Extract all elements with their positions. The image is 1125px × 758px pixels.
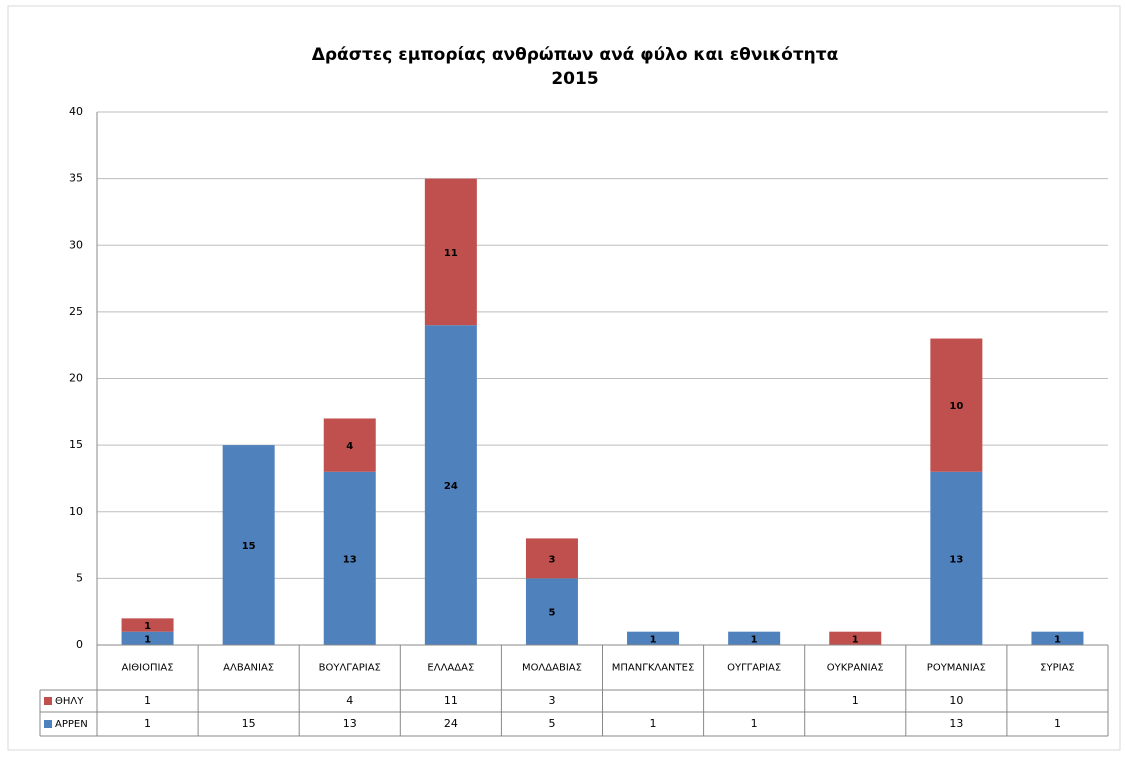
x-tick-label: ΒΟΥΛΓΑΡΙΑΣ (319, 663, 381, 674)
x-tick-label: ΕΛΛΑΔΑΣ (427, 663, 474, 674)
bar-segment (121, 618, 174, 632)
data-label: 1 (144, 621, 151, 632)
table-cell: 15 (242, 717, 256, 730)
data-label: 24 (444, 481, 458, 492)
y-tick-label: 5 (76, 571, 83, 584)
table-cell: 1 (1054, 717, 1061, 730)
bar-segment (323, 418, 376, 472)
legend-key (44, 697, 52, 705)
bar-segment (525, 578, 578, 645)
table-cell: 1 (144, 717, 151, 730)
table-cell: 10 (949, 694, 963, 707)
bar-segment (323, 471, 376, 645)
y-tick-label: 30 (69, 238, 83, 251)
table-cell: 1 (751, 717, 758, 730)
table-cell: 1 (852, 694, 859, 707)
legend-label: ΘΗΛΥ (55, 696, 84, 707)
data-label: 1 (1054, 634, 1061, 645)
y-tick-label: 15 (69, 438, 83, 451)
bar-segment (930, 338, 983, 472)
table-cell: 13 (949, 717, 963, 730)
bar-segment (930, 471, 983, 645)
data-label: 15 (242, 541, 256, 552)
y-tick-label: 35 (69, 172, 83, 185)
bar-segment (222, 445, 275, 645)
bar-segment (627, 631, 680, 645)
x-tick-label: ΜΟΛΔΑΒΙΑΣ (522, 663, 582, 674)
table-cell: 4 (346, 694, 353, 707)
data-label: 1 (751, 634, 758, 645)
table-cell: 3 (548, 694, 555, 707)
bar-segment (728, 631, 781, 645)
table-cell: 11 (444, 694, 458, 707)
bar-segment (525, 538, 578, 579)
bar-segment (1031, 631, 1084, 645)
x-tick-label: ΑΛΒΑΝΙΑΣ (223, 663, 274, 674)
bar-segment (424, 325, 477, 645)
y-tick-label: 0 (76, 638, 83, 651)
table-cell: 13 (343, 717, 357, 730)
legend-label: ΑΡΡΕΝ (55, 719, 88, 730)
table-cell: 24 (444, 717, 458, 730)
x-tick-label: ΑΙΘΙΟΠΙΑΣ (121, 663, 173, 674)
data-label: 1 (144, 634, 151, 645)
data-label: 4 (346, 441, 353, 452)
data-label: 3 (548, 554, 555, 565)
y-tick-label: 25 (69, 305, 83, 318)
x-tick-label: ΣΥΡΙΑΣ (1040, 663, 1075, 674)
legend-key (44, 720, 52, 728)
x-tick-label: ΟΥΓΓΑΡΙΑΣ (727, 663, 781, 674)
x-tick-label: ΟΥΚΡΑΝΙΑΣ (827, 663, 884, 674)
x-tick-label: ΡΟΥΜΑΝΙΑΣ (927, 663, 986, 674)
bar-segment (121, 631, 174, 645)
table-cell: 1 (144, 694, 151, 707)
y-tick-label: 40 (69, 105, 83, 118)
data-label: 13 (343, 554, 357, 565)
data-label: 5 (548, 608, 555, 619)
data-label: 11 (444, 248, 458, 259)
data-label: 13 (949, 554, 963, 565)
bar-segment (829, 631, 882, 645)
y-tick-label: 20 (69, 372, 83, 385)
table-cell: 1 (650, 717, 657, 730)
bar-segment (424, 178, 477, 326)
data-label: 10 (949, 401, 963, 412)
x-tick-label: ΜΠΑΝΓΚΛΑΝΤΕΣ (612, 663, 695, 674)
table-cell: 5 (548, 717, 555, 730)
chart-subtitle: 2015 (551, 69, 598, 89)
data-label: 1 (650, 634, 657, 645)
data-label: 1 (852, 634, 859, 645)
chart-title: Δράστες εμπορίας ανθρώπων ανά φύλο και ε… (312, 45, 839, 65)
y-tick-label: 10 (69, 505, 83, 518)
